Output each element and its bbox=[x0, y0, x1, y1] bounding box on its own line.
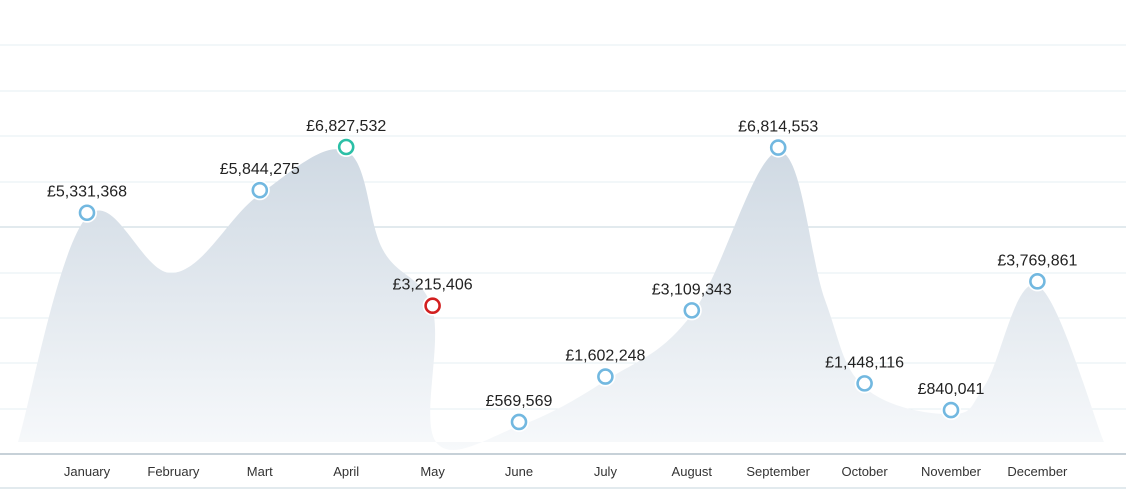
min-point-marker[interactable] bbox=[424, 297, 441, 315]
data-label: £3,769,861 bbox=[997, 252, 1077, 269]
x-tick-label: Mart bbox=[247, 464, 273, 479]
data-point-marker[interactable] bbox=[683, 302, 701, 319]
data-point-marker[interactable] bbox=[251, 181, 269, 199]
data-point-marker[interactable] bbox=[942, 401, 960, 419]
data-label: £569,569 bbox=[486, 393, 553, 410]
max-data-label: £6,827,532 bbox=[306, 118, 386, 135]
x-tick-label: February bbox=[147, 464, 200, 479]
data-label: £6,814,553 bbox=[738, 119, 818, 136]
data-label: £1,602,248 bbox=[565, 348, 645, 365]
data-point-marker[interactable] bbox=[1029, 273, 1046, 290]
max-point-marker[interactable] bbox=[337, 138, 355, 156]
x-tick-label: November bbox=[921, 464, 982, 479]
series-area bbox=[18, 149, 1104, 450]
data-point-marker[interactable] bbox=[78, 204, 96, 222]
data-point-marker[interactable] bbox=[769, 139, 787, 156]
data-label: £5,844,275 bbox=[220, 161, 300, 178]
data-label: £1,448,116 bbox=[825, 354, 904, 371]
x-tick-label: July bbox=[594, 464, 618, 479]
data-label: £5,331,368 bbox=[47, 184, 127, 201]
data-point-marker[interactable] bbox=[856, 375, 873, 392]
data-label: £3,109,343 bbox=[652, 281, 732, 298]
data-point-marker[interactable] bbox=[510, 413, 528, 431]
data-label: £840,041 bbox=[918, 381, 985, 398]
x-tick-label: September bbox=[746, 464, 810, 479]
x-tick-label: January bbox=[64, 464, 111, 479]
x-tick-label: June bbox=[505, 464, 533, 479]
x-tick-label: August bbox=[672, 464, 713, 479]
min-data-label: £3,215,406 bbox=[393, 277, 473, 294]
data-point-marker[interactable] bbox=[597, 368, 614, 385]
x-tick-label: April bbox=[333, 464, 359, 479]
x-tick-label: May bbox=[420, 464, 445, 479]
x-tick-label: October bbox=[841, 464, 888, 479]
x-tick-label: December bbox=[1007, 464, 1068, 479]
